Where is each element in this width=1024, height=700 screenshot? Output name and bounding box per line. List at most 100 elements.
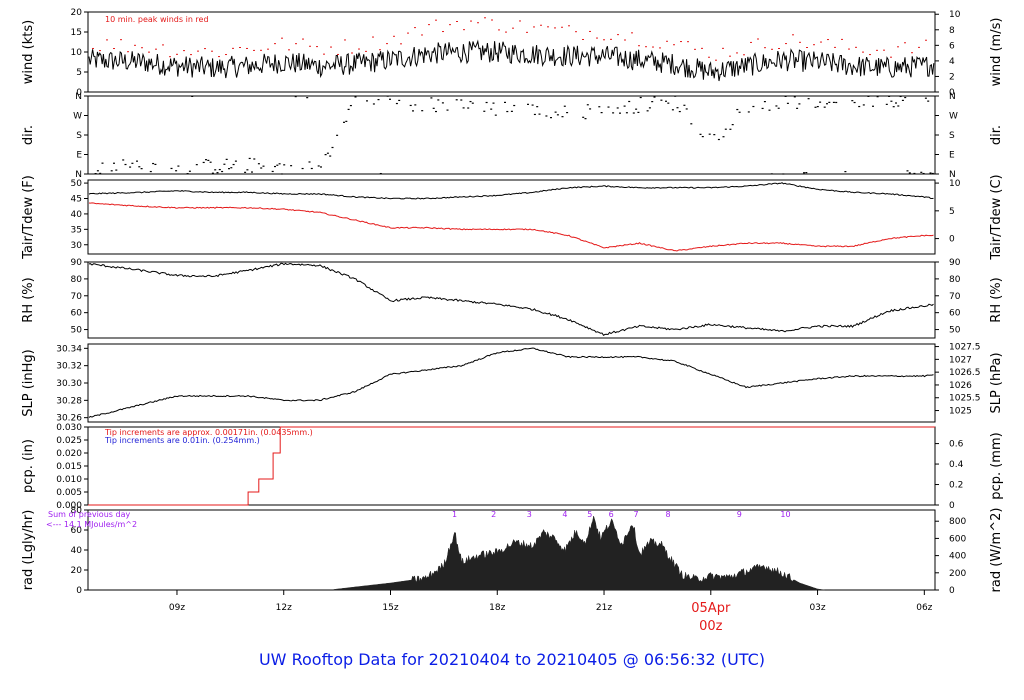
left-tick-label: 35 <box>71 225 82 235</box>
right-tick-label: 1026 <box>949 381 972 391</box>
right-tick-label: 1026.5 <box>949 368 981 378</box>
left-tick-label: 20 <box>71 566 83 576</box>
panel-wind: 0 5 10 15 20 0 2 4 6 8 10 wind (kts) wind (m/s) 10 mi… <box>21 8 1004 98</box>
right-tick-label: 6 <box>949 41 955 51</box>
left-tick-label: 0.005 <box>56 488 82 498</box>
hour-mark: 2 <box>491 510 496 519</box>
right-tick-label: 0 <box>949 235 955 245</box>
panel-frame <box>87 261 936 339</box>
right-tick-label: 0 <box>949 586 955 596</box>
pcp-note: Tip increments are approx. 0.00171in. (0… <box>104 428 313 437</box>
panel-temp: 30 35 40 45 50 0 5 10 Tair/Tdew (F) Tair/Tdew (C) <box>21 174 1004 260</box>
left-axis-label: rad (Lgly/hr) <box>21 510 36 591</box>
right-tick-label: N <box>949 170 956 180</box>
time-tick-label: 03z <box>809 603 825 613</box>
right-tick-label: 0.2 <box>949 481 963 491</box>
right-tick-label: N <box>949 92 956 102</box>
series-SLP <box>88 347 934 418</box>
time-tick-date: 05Apr <box>691 601 731 616</box>
left-tick-label: 50 <box>71 326 83 336</box>
panel-note: 10 min. peak winds in red <box>105 15 209 24</box>
right-axis-label: rad (W/m^2) <box>989 508 1004 593</box>
left-tick-label: 40 <box>71 210 83 220</box>
right-tick-label: 80 <box>949 275 961 285</box>
left-tick-label: 30.32 <box>56 362 82 372</box>
left-axis-label: dir. <box>21 125 36 145</box>
time-tick-label: 09z <box>169 603 185 613</box>
right-tick-label: 1025.5 <box>949 394 981 404</box>
right-tick-label: 4 <box>949 57 955 67</box>
right-tick-label: 0 <box>949 88 955 98</box>
left-tick-label: 0.030 <box>56 423 82 433</box>
time-tick-label: 21z <box>596 603 612 613</box>
left-tick-label: 15 <box>71 28 82 38</box>
left-axis-label: pcp. (in) <box>21 439 36 493</box>
chart-title: UW Rooftop Data for 20210404 to 20210405… <box>258 650 766 669</box>
right-tick-label: 2 <box>949 72 955 82</box>
series-RH <box>88 262 934 336</box>
left-tick-label: 20 <box>71 8 83 18</box>
panel-frame <box>87 179 936 255</box>
time-tick-label: 15z <box>382 603 398 613</box>
left-tick-label: 0 <box>76 586 82 596</box>
left-tick-label: 90 <box>71 258 83 268</box>
left-tick-label: 70 <box>71 292 83 302</box>
left-tick-label: 60 <box>71 526 83 536</box>
left-tick-label: 30.26 <box>56 414 82 424</box>
radiation-area <box>333 515 825 591</box>
right-tick-label: 10 <box>949 179 961 189</box>
right-tick-label: S <box>949 131 955 141</box>
left-tick-label: 0.025 <box>56 436 82 446</box>
right-tick-label: 600 <box>949 534 966 544</box>
left-tick-label: 5 <box>76 68 82 78</box>
right-tick-label: W <box>949 112 958 122</box>
right-tick-label: E <box>949 151 955 161</box>
left-tick-label: 30.34 <box>56 344 82 354</box>
pcp-note: Tip increments are 0.01in. (0.254mm.) <box>104 436 260 445</box>
left-tick-label: E <box>76 151 82 161</box>
right-tick-label: 400 <box>949 552 966 562</box>
time-tick-label: 18z <box>489 603 505 613</box>
hour-mark: 9 <box>737 510 742 519</box>
panel-frame <box>87 11 936 93</box>
left-tick-label: 30 <box>71 241 83 251</box>
left-tick-label: 30.30 <box>56 379 82 389</box>
right-tick-label: 70 <box>949 292 961 302</box>
right-tick-label: 1027 <box>949 355 972 365</box>
right-axis-label: dir. <box>989 125 1004 145</box>
right-tick-label: 800 <box>949 517 966 527</box>
left-tick-label: 40 <box>71 546 83 556</box>
rad-sum-note: Sum of previous day <box>48 510 130 519</box>
right-axis-label: wind (m/s) <box>989 18 1004 87</box>
hour-mark: 8 <box>666 510 671 519</box>
right-axis-label: Tair/Tdew (C) <box>989 174 1004 260</box>
left-tick-label: N <box>75 92 82 102</box>
right-axis-label: RH (%) <box>989 277 1004 322</box>
left-tick-label: S <box>76 131 82 141</box>
right-tick-label: 8 <box>949 26 955 36</box>
left-tick-label: 0 <box>76 88 82 98</box>
right-tick-label: 1027.5 <box>949 343 981 353</box>
left-axis-label: RH (%) <box>21 277 36 322</box>
right-tick-label: 50 <box>949 326 961 336</box>
right-tick-label: 90 <box>949 258 961 268</box>
left-tick-label: 45 <box>71 195 82 205</box>
left-tick-label: 80 <box>71 506 83 516</box>
hour-mark: 1 <box>452 510 457 519</box>
right-tick-label: 200 <box>949 569 966 579</box>
right-tick-label: 0.6 <box>949 440 964 450</box>
left-axis-label: wind (kts) <box>21 20 36 84</box>
left-tick-label: 30.28 <box>56 396 82 406</box>
rad-sum-note: <--- 14.1 MJoules/m^2 <box>46 520 137 529</box>
hour-mark: 5 <box>587 510 592 519</box>
time-tick-label: 12z <box>276 603 292 613</box>
panel-frame <box>87 95 936 175</box>
left-tick-label: 60 <box>71 309 83 319</box>
panel-pcp: 0.000 0.005 0.010 0.015 0.020 0.025 0.030 0 0.2 0… <box>21 423 1004 511</box>
left-tick-label: 50 <box>71 179 83 189</box>
right-tick-label: 1025 <box>949 407 972 417</box>
left-tick-label: 0.010 <box>56 475 82 485</box>
hour-mark: 7 <box>634 510 639 519</box>
pcp-accum-line <box>88 426 935 506</box>
